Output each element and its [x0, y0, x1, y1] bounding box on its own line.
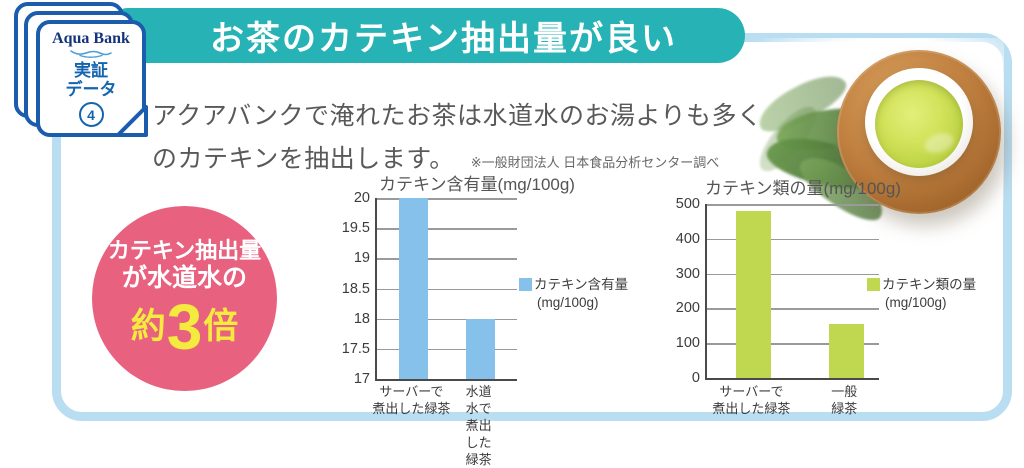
- y-axis-tick-label: 19.5: [341, 220, 370, 237]
- source-note: ※一般財団法人 日本食品分析センター調べ: [470, 155, 720, 170]
- y-axis-tick-label: 19: [353, 250, 370, 267]
- y-axis-tick-label: 0: [691, 370, 700, 386]
- bar: [465, 318, 496, 379]
- aqua-bank-logo: Aqua Bank: [52, 31, 130, 47]
- infographic-canvas: お茶のカテキン抽出量が良い Aqua Bank 実証 データ 4 アクアバンクで…: [14, 2, 1015, 467]
- y-axis-tick-label: 500: [675, 196, 700, 212]
- y-axis-tick-label: 400: [675, 230, 700, 247]
- legend-swatch: [867, 278, 880, 291]
- highlight-big-text: 約 3 倍: [131, 295, 239, 359]
- bar: [736, 210, 771, 378]
- x-axis-category-label: サーバーで 煮出した緑茶: [372, 384, 451, 416]
- highlight-line1: カテキン抽出量: [107, 238, 262, 264]
- badge-front-card: Aqua Bank 実証 データ 4: [36, 20, 148, 137]
- gridline: [707, 204, 879, 206]
- catechin-content-chart: カテキン含有量(mg/100g) 20 19.5 19 18.5 18 17.5 17 サー…: [335, 170, 637, 467]
- gridline: [707, 343, 879, 345]
- proof-data-badge: Aqua Bank 実証 データ 4: [14, 2, 154, 142]
- gridline: [377, 288, 517, 290]
- badge-label: 実証 データ: [66, 61, 117, 99]
- chart-title: カテキン含有量(mg/100g): [379, 175, 575, 194]
- x-axis-category-label: 水道水で 煮出した緑茶: [465, 384, 492, 467]
- legend-label: カテキン含有量: [534, 277, 629, 292]
- aqua-bank-logo-text: Aqua Bank: [52, 30, 130, 47]
- water-ripple-icon: [70, 50, 112, 58]
- green-tea-liquid: [875, 80, 963, 168]
- y-axis-tick-label: 17.5: [341, 340, 370, 357]
- gridline: [377, 228, 517, 230]
- gridline: [707, 308, 879, 310]
- badge-label-line2: データ: [65, 80, 117, 100]
- y-axis-tick-label: 100: [675, 335, 700, 352]
- y-axis-tick-label: 200: [675, 300, 700, 317]
- legend-sublabel: (mg/100g): [537, 295, 599, 311]
- folded-corner-icon: [116, 105, 148, 137]
- title-banner: お茶のカテキン抽出量が良い: [112, 8, 745, 63]
- bar: [398, 198, 429, 379]
- highlight-suffix: 倍: [203, 307, 239, 347]
- badge-label-line1: 実証: [74, 61, 108, 80]
- gridline: [377, 258, 517, 260]
- plot-area: 20 19.5 19 18.5 18 17.5 17: [342, 190, 517, 387]
- y-axis-tick-label: 300: [675, 265, 700, 282]
- page-title: お茶のカテキン抽出量が良い: [210, 20, 677, 58]
- catechin-amount-chart: カテキン類の量(mg/100g) 500 400 300 200 100 0 サーバーで …: [663, 172, 1015, 424]
- y-axis-tick-label: 18: [353, 310, 370, 327]
- plot-area: 500 400 300 200 100 0: [676, 196, 879, 386]
- gridline: [707, 238, 879, 241]
- legend-text: カテキン類の量 (mg/100g): [882, 276, 976, 312]
- y-axis-tick-label: 18.5: [341, 280, 370, 297]
- chart-legend: カテキン類の量 (mg/100g): [867, 276, 976, 312]
- green-tea-photo: [748, 38, 1004, 230]
- y-axis-tick-label: 20: [353, 190, 370, 206]
- highlight-line2: が水道水の: [121, 263, 247, 292]
- intro-line2: のカテキンを抽出します。: [152, 145, 455, 173]
- highlight-prefix: 約: [130, 307, 166, 347]
- badge-number: 4: [78, 102, 104, 128]
- legend-label: カテキン類の量: [882, 277, 977, 292]
- intro-text: アクアバンクで淹れたお茶は水道水のお湯よりも多く のカテキンを抽出します。 ※一…: [152, 96, 763, 175]
- highlight-number: 3: [166, 290, 203, 363]
- badge-number-text: 4: [87, 106, 95, 123]
- intro-line1: アクアバンクで淹れたお茶は水道水のお湯よりも多く: [152, 102, 763, 130]
- gridline: [377, 348, 517, 351]
- x-axis-category-label: サーバーで 煮出した緑茶: [712, 384, 791, 416]
- chart-title: カテキン類の量(mg/100g): [705, 179, 901, 198]
- gridline: [707, 273, 879, 276]
- bar: [829, 324, 864, 378]
- gridline: [377, 318, 517, 321]
- y-axis-tick-label: 17: [353, 371, 370, 387]
- gridline: [377, 198, 517, 200]
- highlight-circle: カテキン抽出量 が水道水の 約 3 倍: [92, 206, 277, 391]
- legend-sublabel: (mg/100g): [885, 295, 947, 311]
- legend-swatch: [519, 278, 532, 291]
- legend-text: カテキン含有量 (mg/100g): [534, 276, 628, 312]
- chart-legend: カテキン含有量 (mg/100g): [519, 276, 628, 312]
- x-axis-category-label: 一般緑茶: [831, 384, 858, 416]
